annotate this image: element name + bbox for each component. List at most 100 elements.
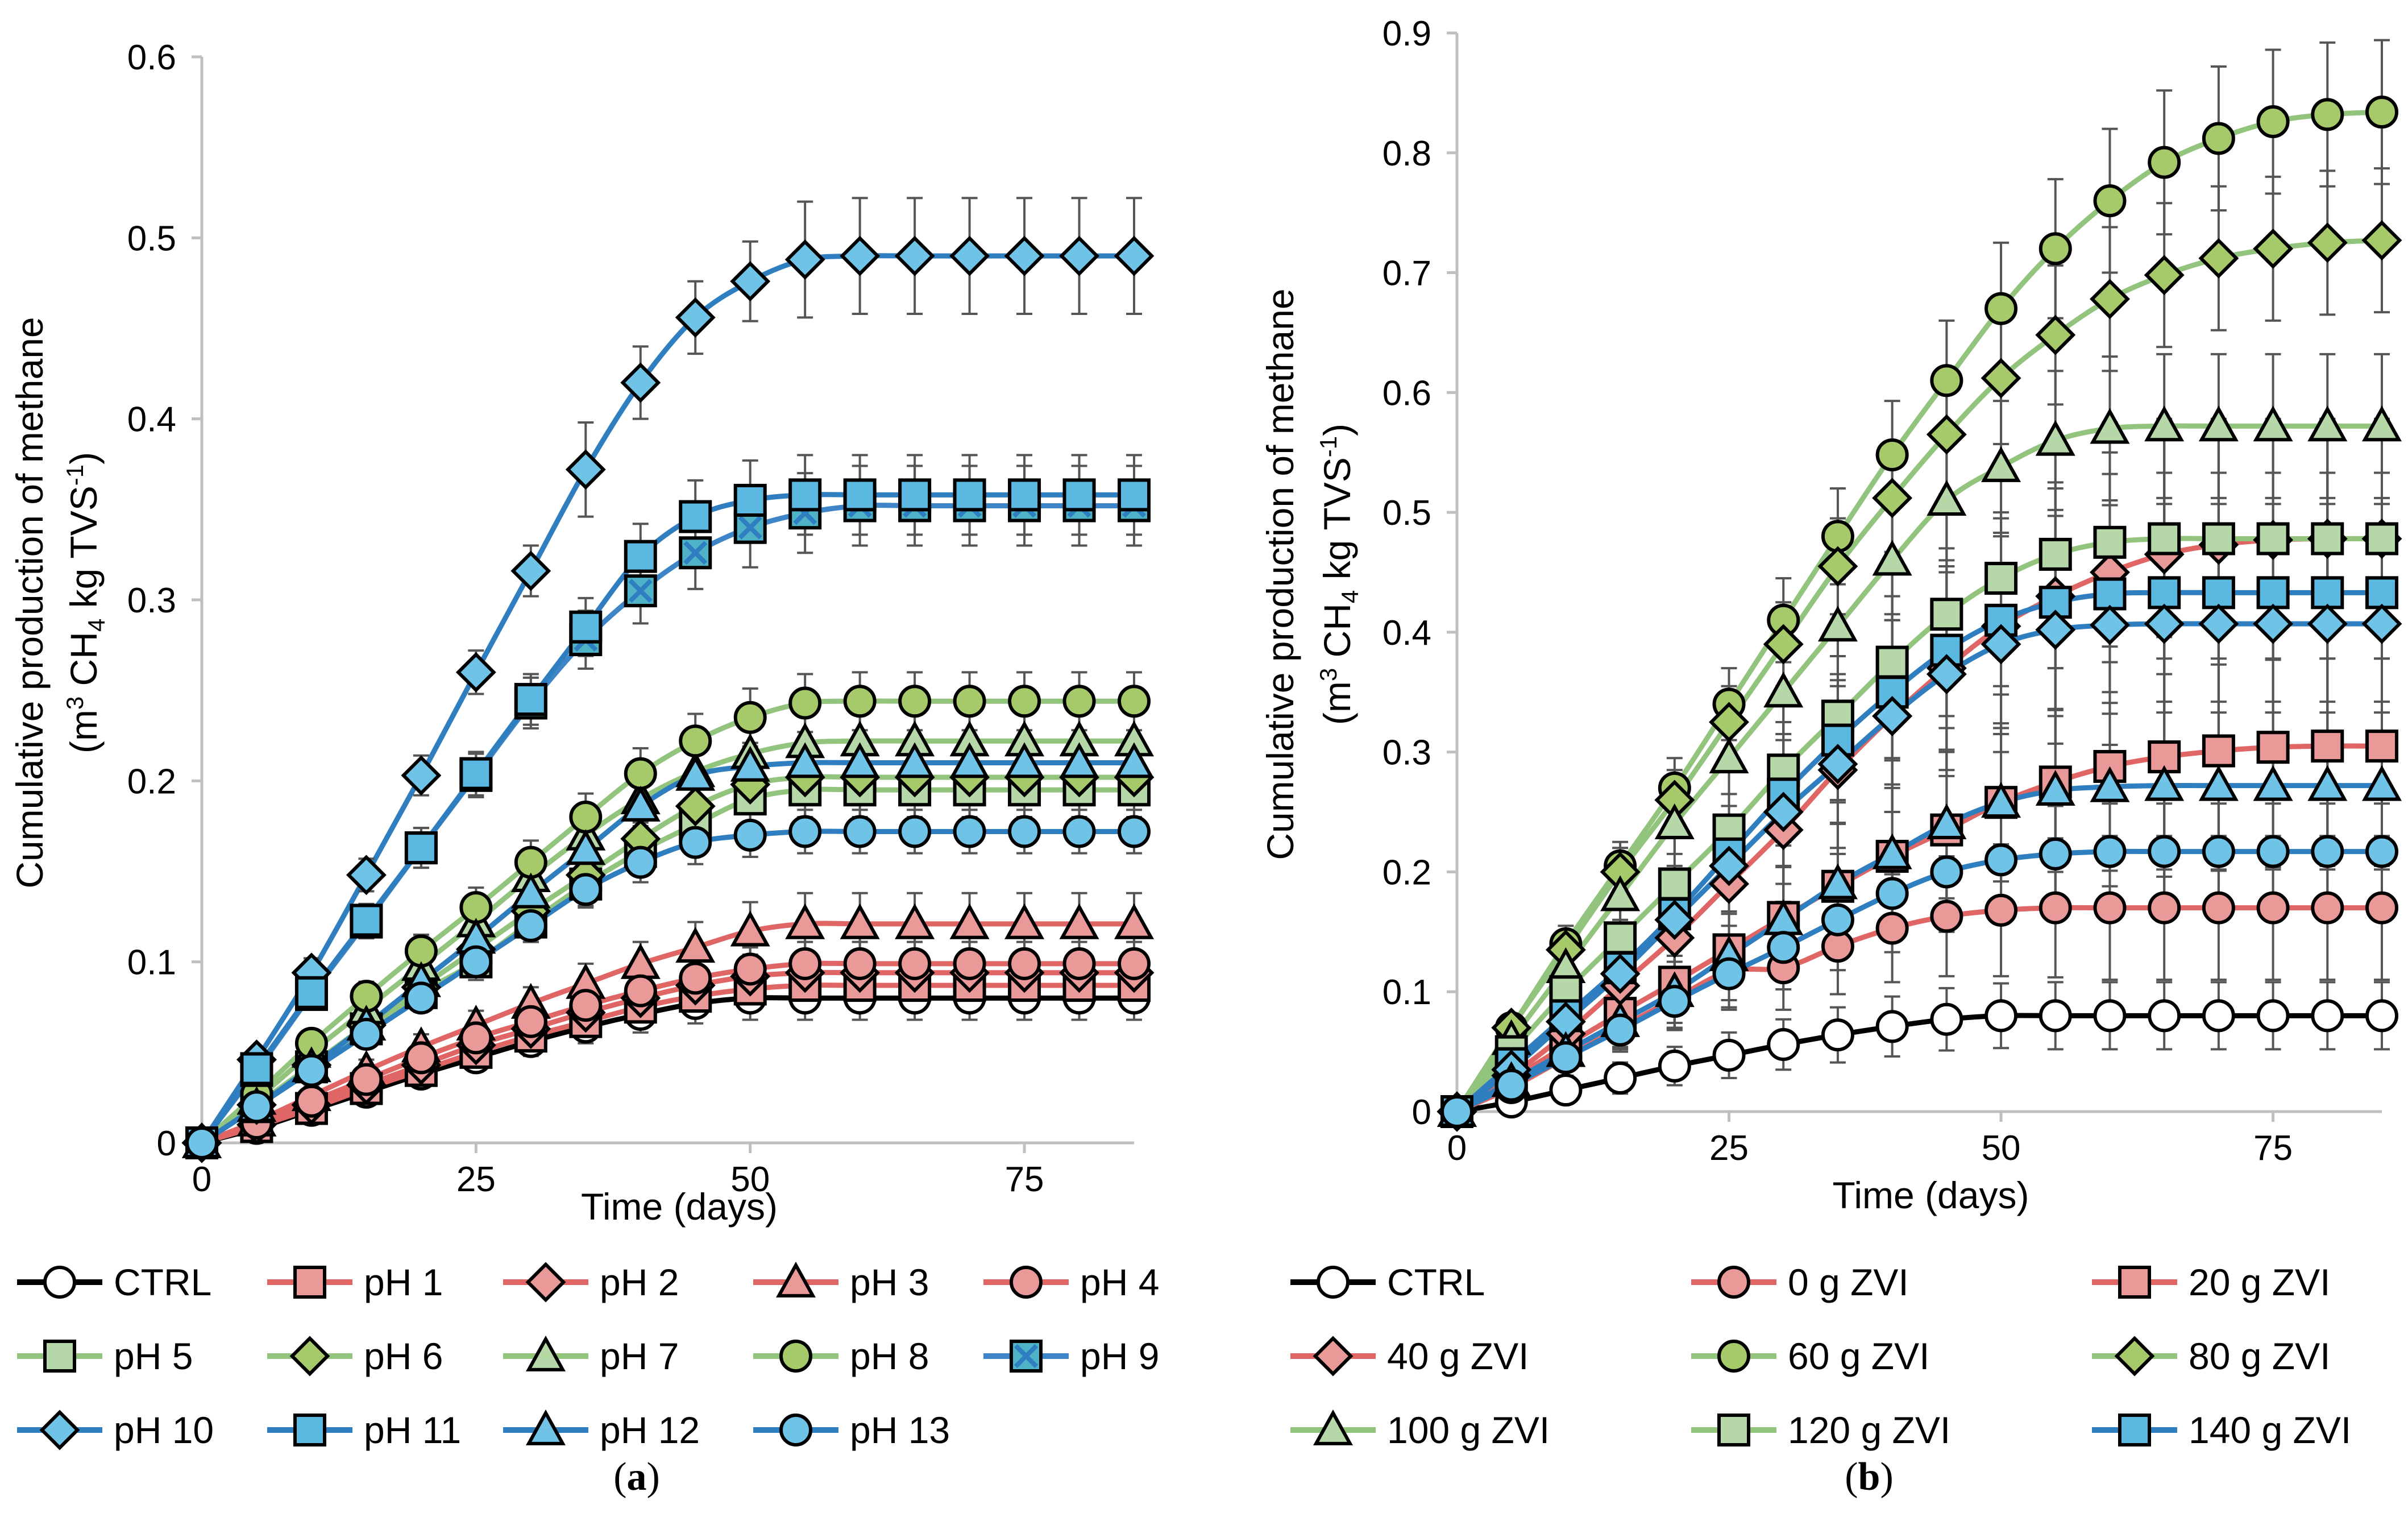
data-point	[1709, 737, 1749, 774]
legend-item: 80 g ZVI	[2092, 1335, 2330, 1377]
data-point	[733, 483, 767, 517]
data-point	[2311, 891, 2344, 925]
data-point	[1767, 931, 1800, 964]
y-axis-title-line2: (m3 CH4 kg TVS-1)	[61, 452, 110, 753]
data-point	[404, 1041, 438, 1075]
data-point	[2256, 105, 2290, 138]
y-axis-title-part: kg TVS	[1316, 457, 1358, 590]
legend-label: 80 g ZVI	[2189, 1335, 2330, 1377]
data-point	[730, 910, 770, 947]
y-axis-title-part: CH	[1316, 603, 1358, 668]
data-point	[2202, 576, 2235, 610]
legend-label: pH 6	[364, 1335, 443, 1377]
data-point	[1600, 954, 1641, 994]
data-point	[840, 742, 880, 778]
data-point	[1930, 598, 1963, 631]
data-point	[2365, 522, 2398, 556]
data-point	[2144, 765, 2185, 801]
data-point	[1062, 815, 1096, 848]
x-tick-label: 50	[1982, 1129, 2021, 1168]
legend-swatch-marker	[1313, 1409, 1353, 1445]
data-point	[1658, 1049, 1691, 1083]
data-point	[1114, 903, 1154, 939]
data-point	[840, 235, 881, 276]
data-point	[2148, 576, 2181, 610]
data-point	[1658, 985, 1691, 1018]
legend-label: 120 g ZVI	[1788, 1409, 1950, 1451]
legend-swatch-marker	[779, 1340, 812, 1373]
legend-label: pH 13	[850, 1409, 950, 1451]
legend-item: pH 4	[983, 1261, 1159, 1303]
data-point	[2256, 576, 2290, 610]
data-point	[733, 952, 767, 986]
data-point	[350, 1063, 383, 1096]
data-point	[2311, 98, 2344, 131]
series-markers	[1437, 96, 2402, 1132]
data-point	[2090, 766, 2130, 802]
data-point	[898, 815, 932, 848]
chart-panel-a: 0 0.1 0.2 0.3 0.4 0.5 0.6 0 25 50 75 Time (days) Cum…	[9, 38, 1159, 1499]
data-point	[1059, 742, 1099, 778]
legend-item: CTRL	[1290, 1261, 1485, 1303]
y-axis-title-part: )	[1316, 424, 1358, 436]
x-tick-label: 0	[192, 1160, 211, 1199]
data-point	[459, 1021, 493, 1055]
legend-swatch-marker	[2118, 1266, 2151, 1299]
y-axis-title-part: -1	[61, 465, 88, 486]
legend-item: 140 g ZVI	[2092, 1409, 2351, 1451]
y-tick-label: 0.9	[1382, 14, 1431, 53]
data-point	[788, 947, 822, 980]
data-point	[240, 1090, 273, 1124]
series-lines	[1455, 109, 2382, 1114]
data-point	[785, 742, 825, 778]
legend-swatch-marker	[2118, 1414, 2151, 1446]
y-tick-label: 0.8	[1382, 134, 1431, 173]
data-point	[2202, 522, 2235, 556]
legend-label: pH 7	[600, 1335, 679, 1377]
y-axis-title-line1: Cumulative production of methane	[9, 317, 51, 888]
data-point	[675, 927, 716, 963]
data-point	[843, 478, 877, 512]
data-point	[949, 235, 990, 276]
data-point	[2365, 835, 2398, 868]
data-point	[1930, 855, 1963, 889]
legend-item: 40 g ZVI	[1290, 1335, 1529, 1377]
legend-label: pH 1	[364, 1261, 443, 1303]
x-axis-title: Time (days)	[1833, 1174, 2029, 1216]
data-point	[401, 755, 442, 796]
data-point	[624, 757, 657, 790]
data-point	[784, 239, 825, 280]
data-point	[624, 845, 657, 879]
data-point	[624, 974, 657, 1008]
caption-letter: a	[627, 1455, 647, 1499]
data-point	[840, 903, 880, 939]
legend-swatch-marker	[1717, 1414, 1750, 1446]
data-point	[843, 685, 877, 718]
data-point	[620, 362, 661, 403]
data-point	[953, 685, 986, 718]
data-point	[2093, 184, 2127, 218]
data-point	[185, 1126, 218, 1159]
y-axis-title-line2: (m3 CH4 kg TVS-1)	[1315, 424, 1363, 725]
data-point	[1118, 947, 1151, 980]
legend-label: 60 g ZVI	[1788, 1335, 1929, 1377]
data-point	[730, 745, 770, 782]
data-point	[2148, 835, 2181, 868]
data-point	[2144, 405, 2185, 442]
data-point	[679, 724, 712, 758]
legend-label: CTRL	[1387, 1261, 1485, 1303]
x-tick-label: 50	[730, 1160, 770, 1199]
series-line	[1456, 848, 2382, 1114]
data-point	[898, 478, 932, 512]
data-point	[1712, 957, 1746, 990]
y-tick-label: 0.3	[1382, 733, 1431, 773]
y-axis-title-line1: Cumulative production of methane	[1259, 288, 1301, 860]
legend-label: 20 g ZVI	[2189, 1261, 2330, 1303]
y-tick-label: 0.1	[127, 943, 176, 983]
data-point	[1981, 624, 2021, 665]
data-point	[1549, 1073, 1583, 1107]
data-point	[2035, 314, 2076, 355]
data-point	[1763, 624, 1804, 665]
series-line	[200, 253, 1134, 1145]
chart-panel-b: 0 0.1 0.2 0.3 0.4 0.5 0.6 0.7 0.8 0.9 0 25 50 75 Time …	[1259, 14, 2402, 1499]
